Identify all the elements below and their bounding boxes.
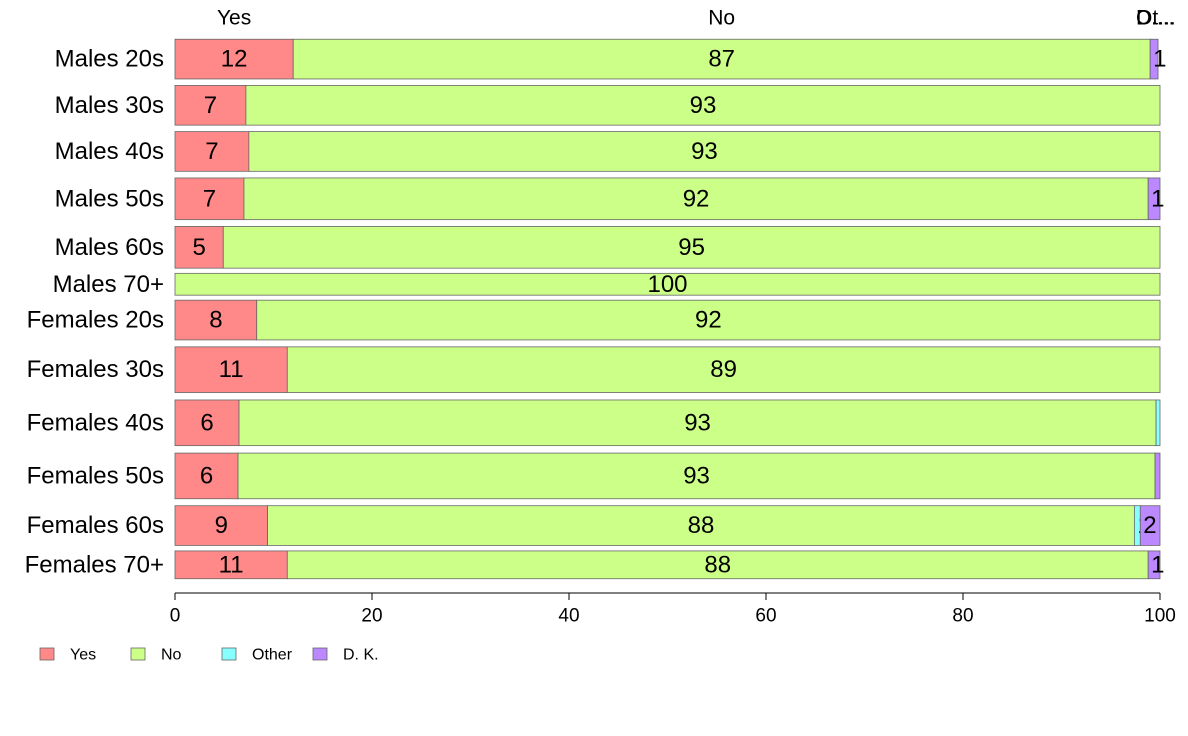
data-label-yes-females-30s: 11 (219, 356, 244, 383)
category-label-females-30s: Females 30s (27, 356, 164, 383)
bar-yes-males-60s (174, 226, 224, 269)
bar-no-males-30s (245, 85, 1161, 126)
bar-no-females-60s (267, 505, 1135, 546)
legend-swatch-other (221, 647, 237, 661)
data-label-yes-males-40s: 7 (205, 138, 218, 165)
legend-swatch-d-k (312, 647, 328, 661)
data-label-no-males-50s: 92 (683, 185, 710, 212)
bar-yes-females-30s (174, 346, 288, 393)
data-label-no-females-30s: 89 (710, 356, 737, 383)
bar-no-females-40s (238, 399, 1157, 447)
data-label-yes-females-50s: 6 (200, 462, 213, 489)
bar-no-females-70 (286, 550, 1149, 580)
x-tick-label-0: 0 (170, 606, 181, 627)
bar-d-k-females-60s (1139, 505, 1161, 546)
legend-swatch-no (130, 647, 146, 661)
bar-no-males-70 (174, 272, 1161, 296)
data-label-yes-females-60s: 9 (215, 512, 228, 539)
x-tick-label-20: 20 (361, 606, 382, 627)
data-label-yes-females-40s: 6 (200, 409, 213, 436)
column-header-no: No (708, 7, 735, 30)
bar-yes-females-20s (174, 299, 258, 341)
data-label-d-k-males-20s: 1 (1153, 46, 1166, 73)
data-label-no-males-30s: 93 (690, 92, 717, 119)
data-label-d-k-males-50s: 1 (1151, 185, 1164, 212)
x-tick-label-100: 100 (1144, 606, 1176, 627)
bar-yes-males-40s (174, 131, 250, 172)
bar-yes-males-30s (174, 85, 247, 126)
data-label-yes-males-30s: 7 (204, 92, 217, 119)
bar-yes-females-40s (174, 399, 240, 447)
data-label-no-females-60s: 88 (688, 512, 715, 539)
bar-d-k-males-20s (1149, 38, 1159, 80)
bar-no-males-20s (292, 38, 1151, 80)
data-label-no-females-20s: 92 (695, 307, 722, 334)
category-label-females-20s: Females 20s (27, 307, 164, 334)
data-label-no-females-40s: 93 (684, 409, 711, 436)
category-label-females-50s: Females 50s (27, 462, 164, 489)
data-label-d-k-females-70: 1 (1151, 551, 1164, 578)
category-label-females-60s: Females 60s (27, 512, 164, 539)
bar-yes-males-50s (174, 177, 245, 221)
column-headers: Yes No Ot...D.... (217, 7, 1176, 30)
bar-d-k-females-50s (1154, 452, 1161, 500)
bar-no-males-60s (222, 226, 1161, 269)
category-label-males-20s: Males 20s (55, 46, 164, 73)
data-label-no-males-70: 100 (647, 271, 687, 298)
x-tick-label-40: 40 (558, 606, 579, 627)
bar-no-females-30s (286, 346, 1161, 393)
x-axis: 0 20 40 60 80 100 (170, 592, 1176, 627)
category-label-males-50s: Males 50s (55, 185, 164, 212)
bar-other-females-40s (1155, 399, 1161, 447)
bar-yes-females-60s (174, 505, 268, 546)
legend-swatch-yes (39, 647, 55, 661)
bar-yes-females-50s (174, 452, 239, 500)
bar-d-k-females-70 (1147, 550, 1161, 580)
data-label-no-females-70: 88 (704, 551, 731, 578)
bars-group: 1287179379379215951008921189693693988121… (174, 38, 1167, 580)
data-label-no-males-60s: 95 (678, 234, 705, 261)
data-label-yes-males-50s: 7 (203, 185, 216, 212)
data-label-no-males-40s: 93 (691, 138, 718, 165)
category-label-males-60s: Males 60s (55, 234, 164, 261)
data-label-yes-males-20s: 12 (221, 46, 248, 73)
legend-label-no: No (161, 647, 182, 664)
category-label-females-70: Females 70+ (25, 551, 164, 578)
x-tick-label-80: 80 (952, 606, 973, 627)
data-label-yes-females-20s: 8 (209, 307, 222, 334)
category-label-females-40s: Females 40s (27, 409, 164, 436)
data-label-d-k-females-60s: 2 (1143, 512, 1156, 539)
legend-label-d-k: D. K. (343, 647, 379, 664)
x-tick-label-60: 60 (755, 606, 776, 627)
data-label-yes-females-70: 11 (219, 551, 244, 578)
legend: Yes No Other D. K. (39, 647, 379, 664)
category-labels: Males 20s Males 30s Males 40s Males 50s Male… (25, 46, 164, 579)
legend-label-other: Other (252, 647, 293, 664)
bar-d-k-males-50s (1147, 177, 1161, 221)
column-header-yes: Yes (217, 7, 251, 30)
bar-no-females-20s (256, 299, 1161, 341)
data-label-no-males-20s: 87 (708, 46, 735, 73)
category-label-males-30s: Males 30s (55, 92, 164, 119)
column-header-other: Ot... (1136, 7, 1176, 30)
category-label-males-40s: Males 40s (55, 138, 164, 165)
bar-no-males-50s (243, 177, 1149, 221)
column-header-d-k: D.... (1136, 7, 1175, 30)
bar-no-males-40s (248, 131, 1161, 172)
data-label-no-females-50s: 93 (683, 462, 710, 489)
data-label-yes-males-60s: 5 (192, 234, 205, 261)
legend-label-yes: Yes (70, 647, 96, 664)
category-label-males-70: Males 70+ (53, 271, 164, 298)
bar-no-females-50s (237, 452, 1156, 500)
